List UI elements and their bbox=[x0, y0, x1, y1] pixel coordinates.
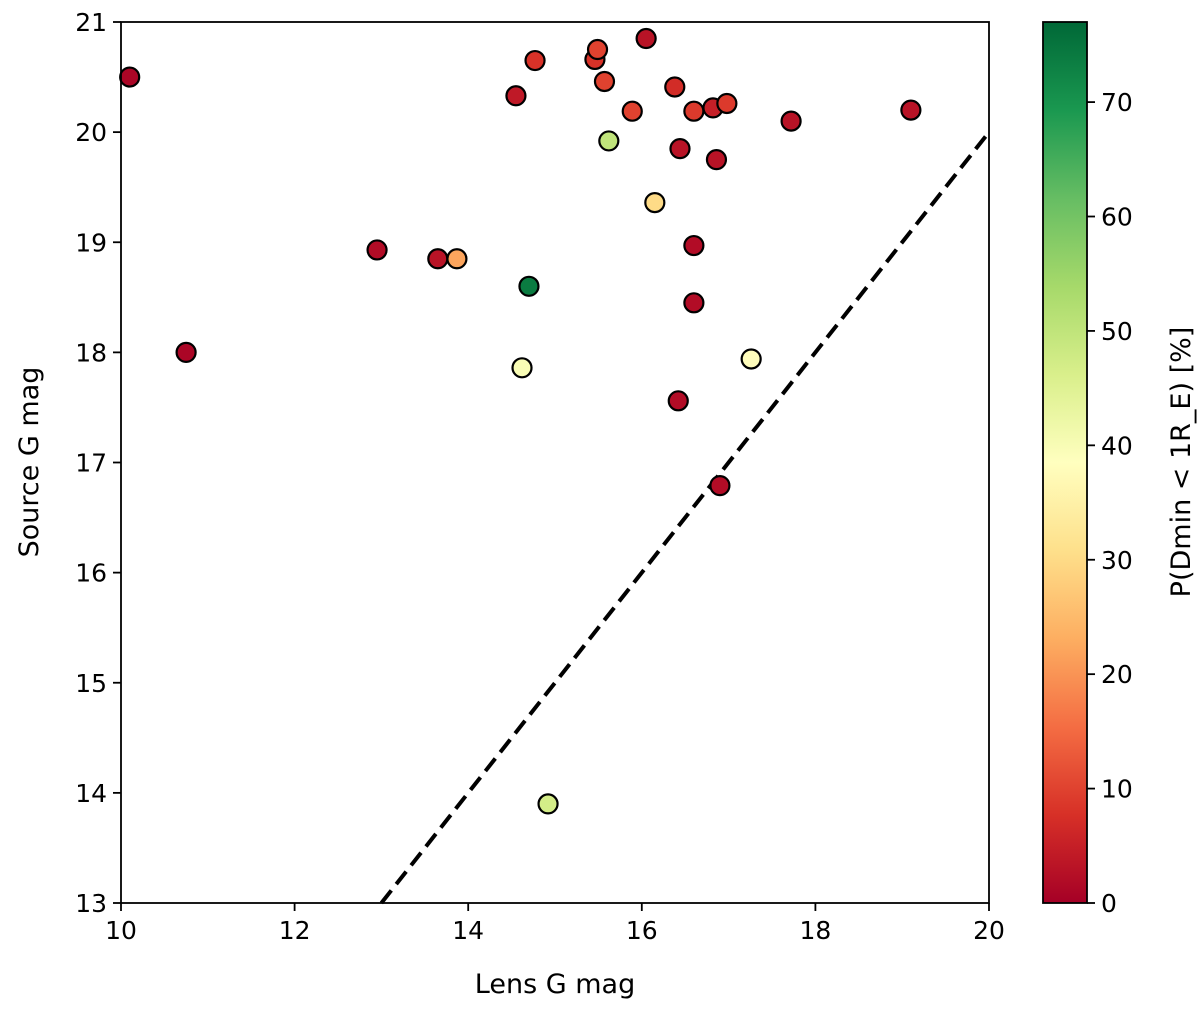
data-point bbox=[644, 192, 666, 214]
colorbar-tick-label: 60 bbox=[1101, 203, 1133, 232]
data-point bbox=[505, 85, 527, 107]
data-points-group bbox=[119, 27, 922, 815]
data-point bbox=[598, 130, 620, 152]
data-point bbox=[366, 239, 388, 261]
reference-line bbox=[379, 130, 991, 905]
data-point bbox=[669, 138, 691, 160]
x-tick-label: 10 bbox=[105, 916, 137, 945]
data-point bbox=[740, 348, 762, 370]
y-axis-label: Source G mag bbox=[14, 367, 45, 558]
y-tick-label: 19 bbox=[75, 228, 107, 257]
data-point bbox=[586, 38, 609, 61]
data-point bbox=[664, 76, 686, 98]
colorbar-ticks: 0 10 20 30 40 50 60 70 bbox=[1087, 88, 1133, 918]
plot-area bbox=[121, 22, 989, 903]
data-point bbox=[900, 99, 922, 121]
data-point bbox=[709, 475, 731, 497]
data-point bbox=[780, 110, 802, 132]
data-point bbox=[716, 92, 738, 115]
colorbar-label: P(Dmin < 1R_E) [%] bbox=[1166, 327, 1197, 598]
x-tick-label: 14 bbox=[452, 916, 484, 945]
colorbar bbox=[1043, 22, 1087, 903]
data-point bbox=[511, 357, 533, 379]
data-point bbox=[175, 341, 197, 363]
data-point bbox=[537, 793, 559, 815]
y-tick-label: 13 bbox=[75, 889, 107, 918]
colorbar-tick-label: 50 bbox=[1101, 317, 1133, 346]
x-tick-label: 16 bbox=[626, 916, 658, 945]
x-tick-label: 18 bbox=[799, 916, 831, 945]
y-tick-label: 20 bbox=[75, 118, 107, 147]
colorbar-tick-label: 70 bbox=[1101, 88, 1133, 117]
colorbar-tick-label: 40 bbox=[1101, 431, 1133, 460]
data-point bbox=[524, 49, 546, 72]
reference-line-group bbox=[379, 130, 991, 905]
data-point bbox=[683, 234, 705, 257]
data-point bbox=[705, 149, 728, 171]
data-point bbox=[683, 292, 705, 314]
data-point bbox=[635, 27, 657, 50]
y-tick-label: 16 bbox=[75, 559, 107, 588]
y-tick-label: 21 bbox=[75, 8, 107, 37]
data-point bbox=[667, 390, 689, 412]
y-tick-label: 14 bbox=[75, 779, 107, 808]
colorbar-tick-label: 20 bbox=[1101, 660, 1133, 689]
data-point bbox=[621, 100, 643, 122]
data-point bbox=[518, 275, 540, 297]
colorbar-tick-label: 0 bbox=[1101, 889, 1117, 918]
x-axis-label: Lens G mag bbox=[475, 969, 635, 1000]
y-axis-ticks: 13 14 15 16 17 18 19 20 21 bbox=[75, 8, 121, 918]
colorbar-tick-label: 30 bbox=[1101, 546, 1133, 575]
x-axis-ticks: 10 12 14 16 18 20 bbox=[105, 903, 1005, 945]
data-point bbox=[683, 100, 705, 122]
y-tick-label: 15 bbox=[75, 669, 107, 698]
colorbar-frame bbox=[1042, 21, 1088, 904]
data-point bbox=[119, 66, 141, 88]
x-tick-label: 12 bbox=[279, 916, 311, 945]
colorbar-tick-label: 10 bbox=[1101, 775, 1133, 804]
data-point bbox=[446, 248, 468, 270]
data-point bbox=[427, 248, 449, 270]
data-point bbox=[593, 70, 616, 93]
x-tick-label: 20 bbox=[973, 916, 1005, 945]
y-tick-label: 18 bbox=[75, 338, 107, 367]
y-tick-label: 17 bbox=[75, 449, 107, 478]
